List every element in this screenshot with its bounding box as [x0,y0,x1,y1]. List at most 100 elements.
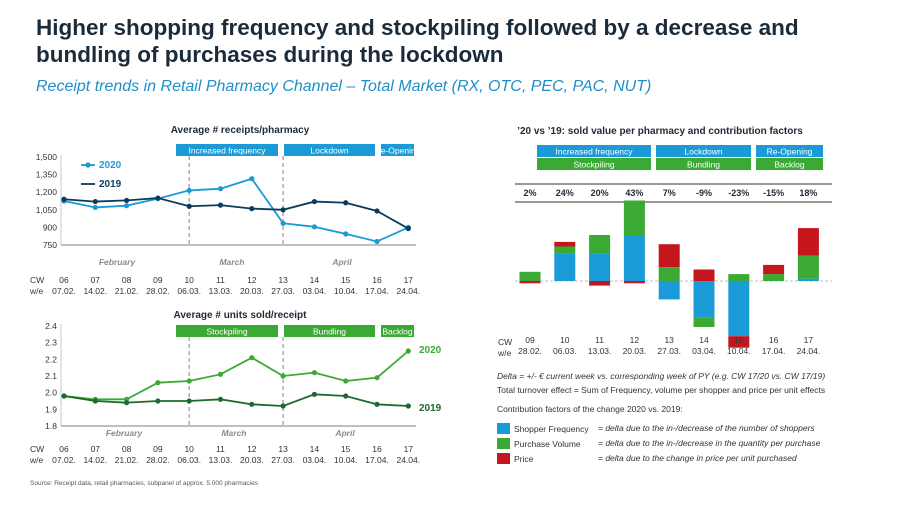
bar-segment-purchase-volume [728,274,750,281]
x-tick-date: 03.04. [692,346,716,356]
data-point [280,220,286,226]
phase-label: Lockdown [310,146,349,156]
data-point [186,378,192,384]
x-tick-cw: 11 [595,335,604,345]
phase-band [381,325,414,337]
phase-band [284,144,375,156]
data-point [92,198,98,205]
y-tick-label: 1.8 [45,421,57,431]
data-point [343,393,349,399]
month-label: April [334,428,355,438]
x-tick-cw: 13 [278,275,288,285]
legend-description: = delta due to the in-/decrease of the n… [598,423,815,433]
y-tick-label: 1,500 [36,152,58,162]
data-point [280,403,286,409]
phase-label: Bundling [313,327,346,337]
data-point [124,400,130,406]
series-line-2020 [63,350,409,401]
x-tick-cw: 06 [59,444,69,454]
data-point [374,238,380,245]
bar-segment-purchase-volume [763,274,785,281]
phase-label: Increased frequency [555,147,633,157]
bar-segment-price [519,281,541,284]
phase-label: Re-Opening [375,146,421,156]
x-tick-date: 10.04. [334,286,358,296]
data-point [92,398,98,404]
delta-label: 43% [625,188,643,198]
x-tick-cw: 17 [404,444,414,454]
phase-label: Bundling [687,160,720,170]
delta-label: -15% [763,188,784,198]
series-line-2019 [63,197,409,230]
legend-swatch [497,438,510,449]
x-tick-date: 06.03. [177,286,201,296]
bar-segment-shopper-frequency [693,281,715,318]
we-label: w/e [29,286,44,296]
phase-band [656,145,751,157]
phase-band [284,325,375,337]
x-tick-date: 14.02. [83,455,107,465]
data-point [61,393,67,399]
month-label: March [221,428,246,438]
data-point [343,231,349,237]
y-tick-label: 2.2 [45,354,57,364]
phase-label: Increased frequency [188,146,266,156]
x-tick-date: 06.03. [177,455,201,465]
data-point [249,176,255,182]
x-tick-date: 17.04. [365,455,389,465]
phase-band [537,145,651,157]
series-line-2020 [63,177,409,243]
x-tick-date: 20.03. [240,286,264,296]
x-tick-cw: 10 [184,444,194,454]
phase-band [537,158,651,170]
x-tick-cw: 06 [59,275,69,285]
x-tick-date: 17.04. [762,346,786,356]
x-tick-cw: 12 [247,444,257,454]
bar-segment-price [797,228,819,256]
delta-label: 7% [663,188,676,198]
phase-band [656,158,751,170]
x-tick-cw: 13 [278,444,288,454]
delta-label: -9% [696,188,712,198]
phase-label: Lockdown [684,147,723,157]
data-point [155,195,161,201]
footnote-contribution: Contribution factors of the change 2020 … [497,404,683,414]
x-tick-cw: 15 [734,335,744,345]
data-point [311,391,317,397]
bar-segment-price [693,269,715,281]
bar-segment-shopper-frequency [797,278,819,281]
data-point [374,401,380,407]
legend-label: Price [514,454,534,464]
legend-description: = delta due to the in-/decrease in the q… [598,438,821,448]
bar-chart-title: ’20 vs ’19: sold value per pharmacy and … [517,126,803,137]
bar-segment-shopper-frequency [623,235,645,281]
legend-marker [85,162,91,168]
x-tick-cw: 14 [310,275,320,285]
bar-segment-purchase-volume [589,235,611,254]
x-tick-date: 24.04. [396,455,420,465]
data-point [155,398,161,404]
line-chart-title: Average # receipts/pharmacy [171,125,310,136]
x-tick-date: 06.03. [553,346,577,356]
x-tick-date: 03.04. [303,455,327,465]
legend-description: = delta due to the change in price per u… [598,453,797,463]
data-point [61,196,67,202]
footnote-delta: Delta = +/- € current week vs. correspon… [497,371,825,381]
data-point [249,401,255,407]
y-tick-label: 2.4 [45,321,57,331]
x-tick-date: 10.04. [334,455,358,465]
legend-label: 2020 [99,160,122,171]
x-tick-cw: 08 [122,275,132,285]
page-title: Higher shopping frequency and stockpilin… [36,15,799,67]
x-tick-date: 20.03. [240,455,264,465]
x-tick-date: 27.03. [657,346,681,356]
cw-label: CW [30,444,44,454]
x-tick-cw: 15 [341,275,351,285]
x-tick-cw: 11 [216,444,225,454]
legend-swatch [497,423,510,434]
delta-label: 18% [799,188,817,198]
phase-band [176,325,278,337]
y-tick-label: 1,350 [36,170,58,180]
legend-label: 2019 [99,179,122,190]
